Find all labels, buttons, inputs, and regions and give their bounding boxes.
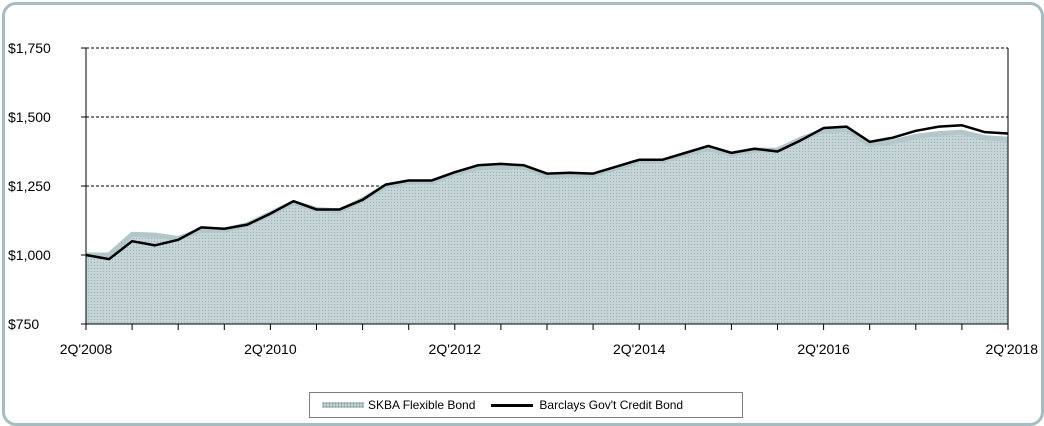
x-tick-label-5: 2Q'2018 <box>986 341 1039 357</box>
axes <box>81 47 1009 330</box>
y-tick-label-750: $750 <box>8 316 39 332</box>
legend-item-skba: SKBA Flexible Bond <box>310 398 475 412</box>
area-series-skba <box>86 129 1008 324</box>
legend-item-barclays: Barclays Gov't Credit Bond <box>475 398 683 412</box>
x-tick-label-1: 2Q'2010 <box>244 341 297 357</box>
line-series-layer <box>85 124 1009 261</box>
x-tick-label-3: 2Q'2014 <box>613 341 666 357</box>
y-tick-label-1000: $1,000 <box>8 247 51 263</box>
x-tick-label-4: 2Q'2016 <box>797 341 850 357</box>
y-axis-labels: $750 $1,000 $1,250 $1,500 $1,750 <box>8 40 51 332</box>
legend-area-swatch <box>322 402 364 408</box>
area-series-layer <box>86 126 1009 324</box>
line-series-barclays <box>85 124 1009 261</box>
y-tick-label-1250: $1,250 <box>8 178 51 194</box>
x-axis-labels: 2Q'2008 2Q'2010 2Q'2012 2Q'2014 2Q'2016 2Q'20… <box>60 341 1038 357</box>
y-tick-label-1750: $1,750 <box>8 40 51 56</box>
y-tick-label-1500: $1,500 <box>8 109 51 125</box>
x-tick-label-2: 2Q'2012 <box>429 341 482 357</box>
legend-label-skba: SKBA Flexible Bond <box>368 398 476 412</box>
legend: SKBA Flexible Bond Barclays Gov't Credit… <box>309 392 743 418</box>
legend-label-barclays: Barclays Gov't Credit Bond <box>539 398 684 412</box>
x-tick-label-0: 2Q'2008 <box>60 341 113 357</box>
legend-line-swatch <box>491 403 534 407</box>
